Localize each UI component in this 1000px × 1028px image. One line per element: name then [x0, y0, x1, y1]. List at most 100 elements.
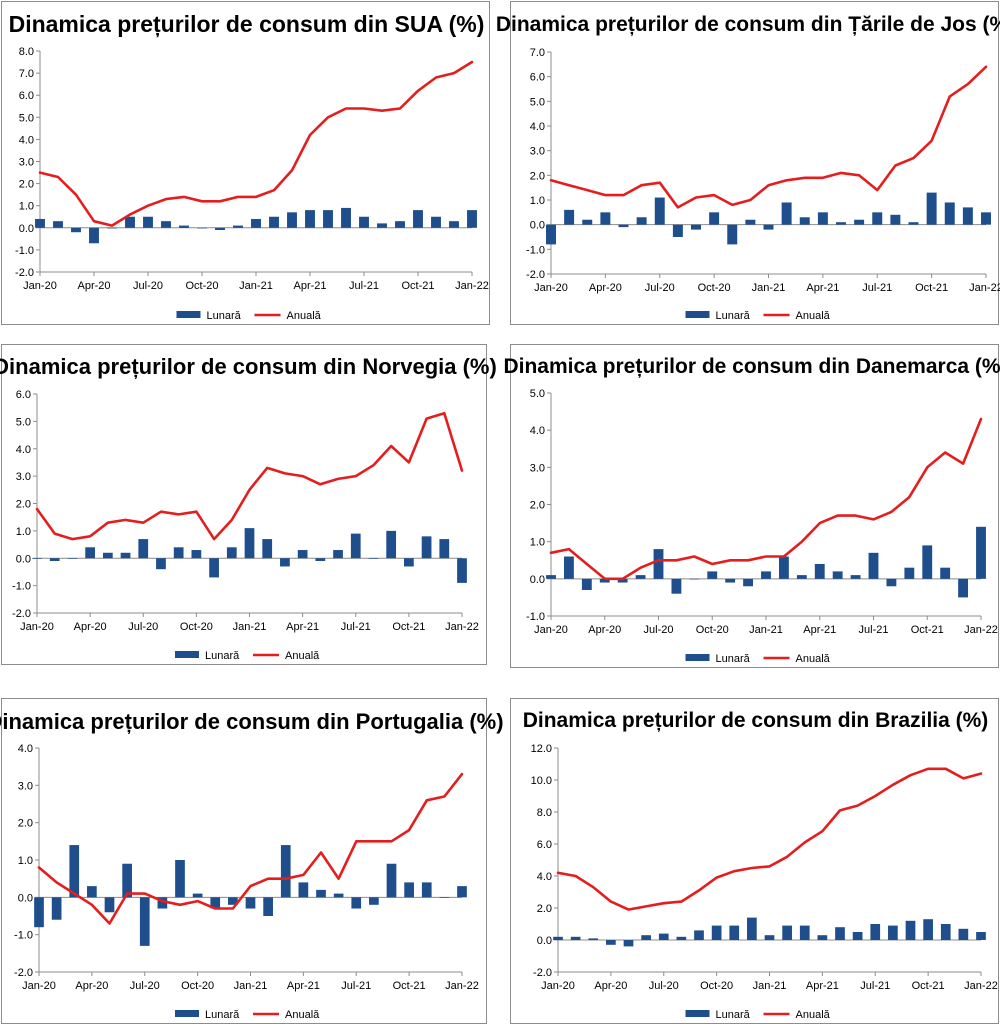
x-tick-label: Jan-20 [541, 980, 575, 992]
chart-title: Dinamica prețurilor de consum din Brazil… [523, 709, 989, 732]
x-tick-label: Jan-21 [749, 624, 783, 636]
bar-monthly [691, 224, 701, 230]
y-tick-label: 2.0 [530, 500, 545, 512]
legend-monthly-label: Lunară [205, 1009, 240, 1021]
bar-monthly [269, 216, 279, 228]
x-tick-label: Oct-20 [696, 624, 729, 636]
y-tick-label: 8.0 [19, 46, 34, 58]
y-tick-label: 3.0 [530, 462, 545, 474]
bar-monthly [763, 224, 774, 230]
bar-monthly [251, 218, 261, 228]
bar-monthly [886, 578, 897, 587]
y-tick-label: 2.0 [537, 903, 552, 915]
bar-monthly [676, 936, 687, 940]
bar-monthly [890, 214, 901, 225]
bar-monthly [351, 897, 362, 909]
x-tick-label: Jan-21 [234, 980, 268, 992]
x-tick-label: Jan-22 [445, 980, 479, 992]
x-tick-label: Jan-21 [239, 280, 273, 292]
bar-monthly [210, 897, 221, 909]
bar-monthly [395, 221, 405, 228]
bar-monthly [672, 224, 683, 237]
y-tick-label: 7.0 [530, 47, 545, 59]
legend-monthly-label: Lunară [716, 310, 751, 322]
bar-monthly [125, 216, 135, 228]
x-tick-label: Oct-21 [393, 980, 426, 992]
x-tick-label: Jan-20 [534, 282, 568, 294]
bar-monthly [89, 227, 99, 244]
bar-monthly [570, 936, 581, 940]
line-annual [556, 767, 983, 911]
chart-title: Dinamica prețurilor de consum din SUA (%… [9, 11, 485, 38]
bar-monthly [546, 224, 556, 245]
y-tick-label: -1.0 [526, 244, 545, 256]
x-tick-label: Jul-21 [859, 624, 889, 636]
bar-monthly [138, 539, 149, 559]
chart-title: Dinamica prețurilor de consum din Țările… [496, 13, 1000, 36]
bar-monthly [635, 575, 646, 579]
bar-monthly [582, 219, 593, 225]
bar-monthly [854, 219, 865, 225]
y-tick-label: 4.0 [19, 134, 34, 146]
bar-monthly [228, 897, 238, 905]
bar-monthly [976, 526, 986, 579]
bar-monthly [958, 928, 969, 940]
y-tick-label: -2.0 [526, 269, 545, 281]
bar-monthly [404, 558, 414, 567]
bar-monthly [215, 227, 225, 231]
bar-monthly [263, 897, 273, 916]
y-tick-label: 6.0 [537, 839, 552, 851]
chart-norvegia: Dinamica prețurilor de consum din Norveg… [0, 354, 497, 662]
bar-monthly [617, 578, 628, 583]
bar-monthly [32, 558, 42, 559]
x-tick-label: Oct-20 [698, 282, 731, 294]
bar-monthly [581, 578, 592, 590]
bar-monthly [51, 897, 62, 920]
bar-monthly [782, 925, 792, 940]
legend-annual-label: Anuală [285, 1009, 320, 1021]
x-tick-label: Oct-21 [912, 980, 945, 992]
bar-monthly [305, 210, 315, 228]
chart-sua: Dinamica prețurilor de consum din SUA (%… [9, 11, 489, 322]
x-tick-label: Oct-20 [181, 980, 214, 992]
bar-monthly [341, 207, 351, 228]
chart-panel-sua: Dinamica prețurilor de consum din SUA (%… [1, 1, 490, 325]
x-tick-label: Apr-20 [75, 980, 108, 992]
legend-annual-label: Anuală [287, 310, 322, 322]
y-tick-label: 0.0 [16, 553, 31, 565]
bar-monthly [653, 549, 664, 579]
bar-monthly [636, 217, 647, 225]
legend-monthly-swatch [175, 651, 199, 658]
bar-monthly [457, 558, 467, 583]
bar-monthly [872, 212, 883, 225]
x-tick-label: Jul-20 [133, 280, 163, 292]
bar-monthly [778, 556, 789, 579]
bar-monthly [413, 210, 423, 228]
y-tick-label: 3.0 [18, 780, 33, 792]
bar-monthly [197, 227, 207, 229]
y-tick-label: 0.0 [19, 223, 34, 235]
bar-monthly [53, 221, 63, 228]
bar-monthly [262, 539, 273, 559]
bar-monthly [553, 936, 563, 940]
bar-monthly [226, 547, 237, 559]
y-tick-label: 6.0 [16, 389, 31, 401]
bar-monthly [976, 932, 986, 940]
bar-monthly [781, 202, 792, 225]
y-tick-label: 10.0 [531, 775, 552, 787]
bar-monthly [421, 536, 432, 559]
x-tick-label: Apr-20 [589, 282, 622, 294]
y-tick-label: 4.0 [530, 121, 545, 133]
bar-monthly [923, 919, 933, 940]
bar-monthly [209, 558, 219, 578]
y-tick-label: 0.0 [18, 892, 33, 904]
x-tick-label: Apr-21 [286, 621, 319, 633]
bar-monthly [350, 533, 361, 559]
x-tick-label: Jan-22 [964, 980, 998, 992]
bar-monthly [323, 210, 333, 228]
x-tick-label: Jul-21 [860, 980, 890, 992]
x-tick-label: Apr-20 [77, 280, 110, 292]
bar-monthly [888, 925, 898, 940]
bar-monthly [944, 202, 955, 225]
y-tick-label: 4.0 [530, 425, 545, 437]
